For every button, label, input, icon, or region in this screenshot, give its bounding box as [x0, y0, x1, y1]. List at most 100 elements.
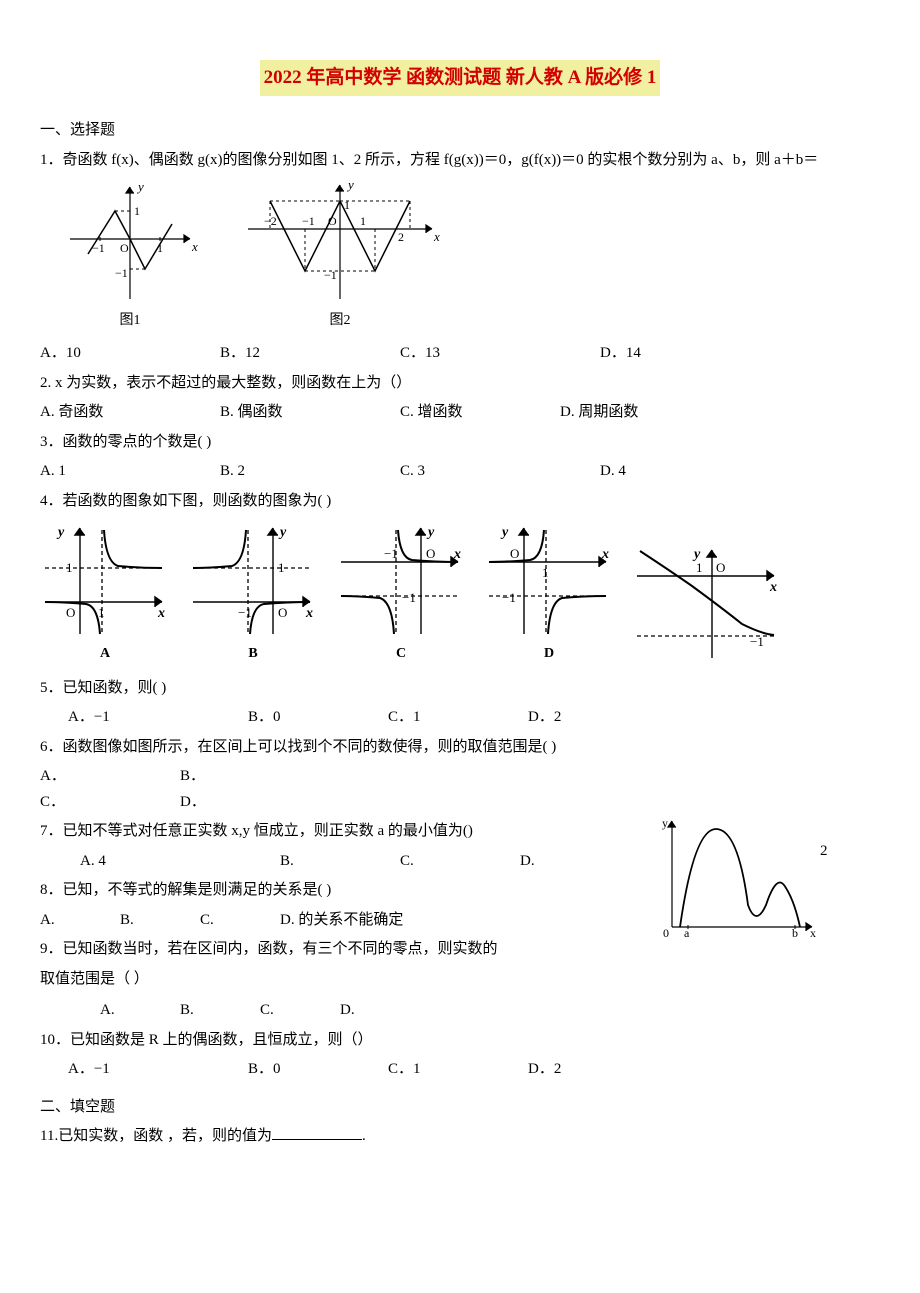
q11: 11.已知实数，函数 ，若，则的值为.: [40, 1124, 880, 1150]
q3-optA: A. 1: [40, 459, 220, 485]
q8-optB: B.: [120, 908, 200, 934]
q1-fig2-svg: x y O −2 −1 1 2 1 −1: [240, 179, 440, 309]
q6-optA: A．: [40, 764, 180, 790]
q10-optC: C．1: [388, 1057, 528, 1083]
q4-stem: 4．若函数的图象如下图，则函数的图象为( ): [40, 489, 880, 515]
svg-text:y: y: [56, 525, 65, 540]
q6-stem: 6．函数图像如图所示，在区间上可以找到个不同的数使得，则的取值范围是( ): [40, 735, 880, 761]
q6-options-row2: C． D．: [40, 790, 880, 816]
svg-text:1: 1: [542, 565, 549, 580]
q8-stem: 8．已知，不等式的解集是则满足的关系是( ): [40, 878, 660, 904]
section-two: 二、填空题: [40, 1095, 880, 1121]
svg-text:−1: −1: [115, 266, 128, 280]
svg-text:1: 1: [134, 204, 140, 218]
q9-stem-a: 9．已知函数当时，若在区间内，函数，有三个不同的零点，则实数的: [40, 937, 660, 963]
q9-optB: B.: [180, 998, 260, 1024]
q11-blank: [272, 1124, 362, 1140]
q10-optD: D．2: [528, 1057, 561, 1083]
svg-text:1: 1: [360, 214, 366, 228]
svg-text:y: y: [136, 179, 144, 194]
q4-C-svg: x y O −1 −1: [336, 522, 466, 642]
q6-options-row1: A． B．: [40, 764, 880, 790]
q9-optA: A.: [100, 998, 180, 1024]
q2-optC: C. 增函数: [400, 400, 560, 426]
q1-options: A．10 B．12 C．13 D．14: [40, 341, 880, 367]
svg-text:O: O: [120, 241, 129, 255]
q7-optC: C.: [400, 849, 520, 875]
svg-text:x: x: [601, 547, 609, 562]
q10-optA: A．−1: [68, 1057, 248, 1083]
q11-stem-a: 11.已知实数，函数 ，若，则的值为: [40, 1128, 272, 1144]
q11-stem-b: .: [362, 1128, 366, 1144]
q8-options: A. B. C. D. 的关系不能确定: [40, 908, 660, 934]
q7-tail: 2: [820, 843, 828, 859]
svg-text:x: x: [305, 606, 313, 621]
q9-stem-b: 取值范围是（ ）: [40, 971, 149, 987]
q1-fig1-label: 图1: [60, 309, 200, 333]
q7-optD: D.: [520, 849, 620, 875]
svg-text:O: O: [716, 560, 725, 575]
q2-stem: 2. x 为实数，表示不超过的最大整数，则函数在上为（）: [40, 371, 880, 397]
svg-text:−1: −1: [238, 605, 252, 620]
q10-stem: 10．已知函数是 R 上的偶函数，且恒成立，则（）: [40, 1028, 880, 1054]
section-one: 一、选择题: [40, 118, 880, 144]
q3-optC: C. 3: [400, 459, 600, 485]
q1-stem: 1．奇函数 f(x)、偶函数 g(x)的图像分别如图 1、2 所示，方程 f(g…: [40, 148, 880, 174]
svg-text:y: y: [278, 525, 287, 540]
q3-optB: B. 2: [220, 459, 400, 485]
q4-A-label: A: [40, 642, 170, 666]
q4-figures: x y O 1 1 A x y O −1 1: [40, 522, 880, 666]
svg-text:y: y: [500, 525, 509, 540]
svg-text:x: x: [453, 547, 461, 562]
svg-text:−1: −1: [502, 590, 516, 605]
doc-title: 2022 年高中数学 函数测试题 新人教 A 版必修 1: [260, 60, 661, 96]
q2-optB: B. 偶函数: [220, 400, 400, 426]
q7-optB: B.: [280, 849, 400, 875]
q6-optD: D．: [180, 790, 206, 816]
svg-text:1: 1: [696, 560, 703, 575]
svg-text:x: x: [191, 239, 198, 254]
svg-text:x: x: [157, 606, 165, 621]
svg-text:O: O: [278, 605, 287, 620]
q4-extra-svg: x y O 1 −1: [632, 546, 782, 666]
q5-stem: 5．已知函数，则( ): [40, 676, 880, 702]
svg-text:−1: −1: [302, 214, 315, 228]
q4-D-label: D: [484, 642, 614, 666]
q1-optC: C．13: [400, 341, 600, 367]
svg-text:−1: −1: [324, 268, 337, 282]
q3-optD: D. 4: [600, 459, 626, 485]
svg-text:−1: −1: [92, 241, 105, 255]
q4-C-label: C: [336, 642, 466, 666]
side-figure-svg: 0 a b x y: [660, 815, 820, 940]
q6-optC: C．: [40, 790, 180, 816]
q1-fig2-label: 图2: [240, 309, 440, 333]
q9-optD: D.: [340, 998, 355, 1024]
svg-text:y: y: [426, 525, 435, 540]
q6-optB: B．: [180, 764, 205, 790]
q5-optD: D．2: [528, 705, 561, 731]
svg-text:0: 0: [663, 926, 669, 940]
q7-stem: 7．已知不等式对任意正实数 x,y 恒成立，则正实数 a 的最小值为(): [40, 819, 660, 845]
q1-optB: B．12: [220, 341, 400, 367]
svg-text:1: 1: [98, 605, 105, 620]
q9-options: A. B. C. D.: [40, 998, 880, 1024]
svg-text:−1: −1: [402, 590, 416, 605]
svg-text:a: a: [684, 926, 690, 940]
q10-options: A．−1 B．0 C．1 D．2: [40, 1057, 880, 1083]
q8-optD: D. 的关系不能确定: [280, 908, 403, 934]
q9-optC: C.: [260, 998, 340, 1024]
svg-text:y: y: [346, 179, 354, 192]
q4-B-label: B: [188, 642, 318, 666]
q1-optA: A．10: [40, 341, 220, 367]
q4-D-svg: x y O 1 −1: [484, 522, 614, 642]
q5-optA: A．−1: [68, 705, 248, 731]
q10-optB: B．0: [248, 1057, 388, 1083]
svg-text:x: x: [810, 926, 816, 940]
svg-text:O: O: [66, 605, 75, 620]
q4-A-svg: x y O 1 1: [40, 522, 170, 642]
q5-options: A．−1 B．0 C．1 D．2: [40, 705, 880, 731]
svg-text:x: x: [769, 580, 777, 595]
svg-text:O: O: [426, 546, 435, 561]
q4-B-svg: x y O −1 1: [188, 522, 318, 642]
q1-optD: D．14: [600, 341, 641, 367]
